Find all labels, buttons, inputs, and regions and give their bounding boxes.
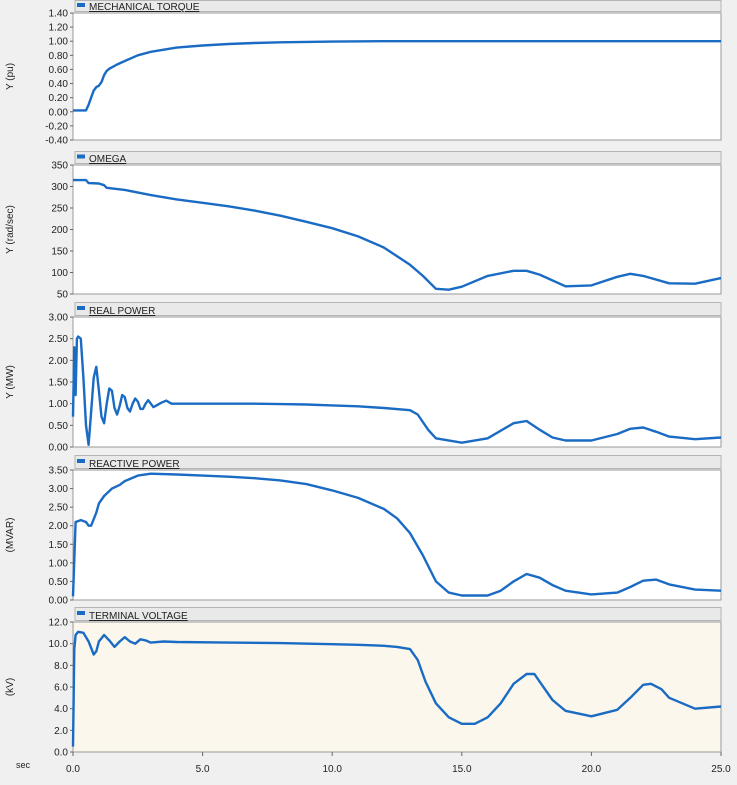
panel-header <box>74 0 722 12</box>
y-tick-label: 1.00 <box>49 37 69 48</box>
chart-panel-4: TERMINAL VOLTAGE 12.0 10.0 8.0 6.0 4.0 2.0 0.0 (… <box>5 607 722 759</box>
y-tick-label: 1.40 <box>49 9 69 20</box>
plot-area <box>72 164 722 295</box>
panel-title: OMEGA <box>89 154 127 165</box>
y-tick-label: 1.50 <box>49 378 69 389</box>
y-tick-label: 300 <box>51 182 68 193</box>
legend-swatch <box>77 3 85 7</box>
chart-panel-2: REAL POWER 3.00 2.50 2.00 1.50 1.00 0.50 0.00 Y … <box>5 302 722 454</box>
y-tick-label: 250 <box>51 204 68 215</box>
y-tick-label: 1.00 <box>49 399 69 410</box>
x-axis-label: sec <box>16 760 31 770</box>
y-tick-label: 4.0 <box>54 704 68 715</box>
y-axis-label: Y (rad/sec) <box>5 205 16 254</box>
y-tick-label: 150 <box>51 247 68 258</box>
legend-swatch <box>77 154 85 159</box>
x-tick-label: 25.0 <box>711 764 731 775</box>
panel-header <box>74 151 722 164</box>
y-tick-label: 0.60 <box>49 65 69 76</box>
series-line <box>73 178 722 291</box>
y-axis-label: Y (pu) <box>5 63 16 90</box>
panel-header <box>74 607 722 621</box>
y-tick-label: 3.00 <box>49 313 69 324</box>
panel-title: TERMINAL VOLTAGE <box>89 611 188 622</box>
y-tick-label: 0.80 <box>49 51 69 62</box>
y-tick-label: 0.0 <box>54 748 68 759</box>
y-axis-label: Y (MW) <box>5 365 16 399</box>
y-tick-label: 6.0 <box>54 683 68 694</box>
x-tick-label: 0.0 <box>66 764 80 775</box>
y-axis-label: (MVAR) <box>5 518 16 553</box>
y-tick-label: 1.50 <box>49 540 69 551</box>
series-line <box>71 630 722 747</box>
y-tick-label: 1.20 <box>49 23 69 34</box>
x-tick-label: 20.0 <box>582 764 602 775</box>
plot-area <box>72 469 722 601</box>
series-line <box>71 472 722 597</box>
chart-panel-0: MECHANICAL TORQUE 1.40 1.20 1.00 0.80 0.60 0.4… <box>5 0 722 147</box>
y-tick-label: 8.0 <box>54 661 68 672</box>
y-tick-label: 200 <box>51 225 68 236</box>
plot-area <box>72 621 722 753</box>
y-tick-label: 100 <box>51 268 68 279</box>
y-tick-label: -0.40 <box>45 136 68 147</box>
legend-swatch <box>77 611 85 615</box>
y-tick-label: 0.50 <box>49 577 69 588</box>
y-tick-label: 2.0 <box>54 726 68 737</box>
x-tick-label: 15.0 <box>452 764 472 775</box>
y-tick-label: 350 <box>51 161 68 172</box>
y-tick-label: 0.00 <box>49 107 69 118</box>
y-tick-label: 1.00 <box>49 558 69 569</box>
chart-panel-1: OMEGA 350 300 250 200 150 100 50 Y (rad/sec) <box>5 151 722 301</box>
y-tick-label: 10.0 <box>49 639 69 650</box>
x-tick-label: 10.0 <box>322 764 342 775</box>
panel-header <box>74 302 722 316</box>
y-tick-label: -0.20 <box>45 121 68 132</box>
legend-swatch <box>77 459 85 463</box>
panel-title: REACTIVE POWER <box>89 459 180 470</box>
plot-area <box>72 316 722 448</box>
y-tick-label: 0.00 <box>49 443 69 454</box>
y-tick-label: 3.50 <box>49 466 69 477</box>
x-tick-label: 5.0 <box>196 764 210 775</box>
y-tick-label: 0.20 <box>49 93 69 104</box>
y-tick-label: 50 <box>57 290 69 301</box>
series-line <box>73 40 721 112</box>
y-tick-label: 0.50 <box>49 421 69 432</box>
plot-area <box>72 12 722 141</box>
panel-title: MECHANICAL TORQUE <box>89 2 200 13</box>
y-tick-label: 0.40 <box>49 79 69 90</box>
series-line <box>71 335 722 446</box>
y-tick-label: 2.50 <box>49 503 69 514</box>
y-tick-label: 12.0 <box>49 618 69 629</box>
y-tick-label: 2.50 <box>49 334 69 345</box>
y-axis-label: (kV) <box>5 678 16 696</box>
chart-panel-3: REACTIVE POWER 3.50 3.00 2.50 2.00 1.50 1.00 0.… <box>5 455 722 607</box>
panel-header <box>74 455 722 469</box>
legend-swatch <box>77 306 85 310</box>
y-tick-label: 2.00 <box>49 521 69 532</box>
y-tick-label: 3.00 <box>49 484 69 495</box>
panel-title: REAL POWER <box>89 306 155 317</box>
y-tick-label: 0.00 <box>49 596 69 607</box>
y-tick-label: 2.00 <box>49 356 69 367</box>
